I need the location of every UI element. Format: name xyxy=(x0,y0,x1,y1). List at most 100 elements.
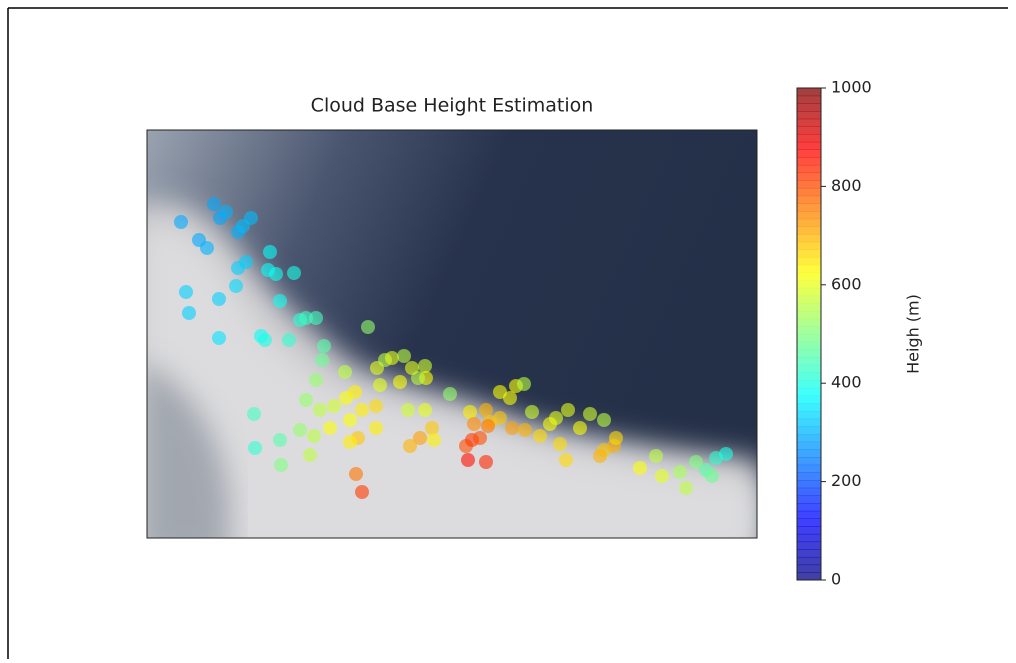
scatter-point xyxy=(315,353,329,367)
scatter-point xyxy=(649,449,663,463)
scatter-point xyxy=(343,435,357,449)
colorbar-segment xyxy=(797,534,821,542)
colorbar-segment xyxy=(797,434,821,442)
scatter-point xyxy=(303,448,317,462)
colorbar-segment xyxy=(797,365,821,373)
scatter-point xyxy=(503,391,517,405)
scatter-point xyxy=(355,403,369,417)
scatter-point xyxy=(597,413,611,427)
scatter-point xyxy=(517,377,531,391)
colorbar-segment xyxy=(797,480,821,488)
colorbar-segment xyxy=(797,572,821,580)
scatter-point xyxy=(463,405,477,419)
colorbar-segment xyxy=(797,519,821,527)
colorbar-segment xyxy=(797,142,821,150)
scatter-point xyxy=(200,241,214,255)
scatter-point xyxy=(282,333,296,347)
scatter-point xyxy=(309,311,323,325)
scatter-point xyxy=(287,266,301,280)
scatter-point xyxy=(418,359,432,373)
chart-title: Cloud Base Height Estimation xyxy=(311,95,594,117)
scatter-point xyxy=(313,403,327,417)
scatter-point xyxy=(248,441,262,455)
colorbar-segment xyxy=(797,396,821,404)
scatter-point xyxy=(343,413,357,427)
colorbar-tick-label: 800 xyxy=(831,176,862,195)
scatter-point xyxy=(593,449,607,463)
scatter-point xyxy=(443,387,457,401)
colorbar-tick-label: 600 xyxy=(831,274,862,293)
scatter-point xyxy=(553,437,567,451)
colorbar-segment xyxy=(797,419,821,427)
scatter-point xyxy=(418,403,432,417)
colorbar-segment xyxy=(797,219,821,227)
scatter-point xyxy=(361,320,375,334)
scatter-point xyxy=(244,211,258,225)
scatter-point xyxy=(219,205,233,219)
scatter-point xyxy=(327,399,341,413)
colorbar-segment xyxy=(797,326,821,334)
scatter-point xyxy=(258,333,272,347)
colorbar-segment xyxy=(797,349,821,357)
scatter-point xyxy=(397,349,411,363)
scatter-point xyxy=(481,419,495,433)
colorbar-segment xyxy=(797,173,821,181)
colorbar-segment xyxy=(797,472,821,480)
colorbar-segment xyxy=(797,165,821,173)
colorbar-segment xyxy=(797,495,821,503)
colorbar-segment xyxy=(797,157,821,165)
scatter-point xyxy=(231,261,245,275)
scatter-point xyxy=(493,411,507,425)
scatter-point xyxy=(583,407,597,421)
colorbar-segment xyxy=(797,549,821,557)
scatter-point xyxy=(533,429,547,443)
scatter-point xyxy=(425,421,439,435)
scatter-point xyxy=(427,433,441,447)
colorbar-segment xyxy=(797,311,821,319)
scatter-point xyxy=(559,453,573,467)
scatter-point xyxy=(393,375,407,389)
scatter-point xyxy=(273,433,287,447)
colorbar-segment xyxy=(797,380,821,388)
scatter-point xyxy=(561,403,575,417)
scatter-point xyxy=(385,351,399,365)
colorbar-segment xyxy=(797,488,821,496)
colorbar-segment xyxy=(797,150,821,158)
colorbar-segment xyxy=(797,526,821,534)
scatter-point xyxy=(479,403,493,417)
colorbar-segment xyxy=(797,426,821,434)
colorbar-segment xyxy=(797,288,821,296)
colorbar-segment xyxy=(797,211,821,219)
colorbar-segment xyxy=(797,465,821,473)
colorbar-segment xyxy=(797,319,821,327)
colorbar-segment xyxy=(797,88,821,96)
colorbar-segment xyxy=(797,388,821,396)
scatter-point xyxy=(212,292,226,306)
chart: Cloud Base Height Estimation Heigh (m) 0… xyxy=(0,0,1016,659)
colorbar-segment xyxy=(797,273,821,281)
colorbar-segment xyxy=(797,357,821,365)
colorbar-tick-label: 200 xyxy=(831,471,862,490)
colorbar-segment xyxy=(797,234,821,242)
colorbar-segment xyxy=(797,96,821,104)
scatter-point xyxy=(633,461,647,475)
colorbar-segment xyxy=(797,511,821,519)
scatter-point xyxy=(269,267,283,281)
colorbar-segment xyxy=(797,449,821,457)
scatter-point xyxy=(274,458,288,472)
colorbar-segment xyxy=(797,203,821,211)
scatter-point xyxy=(473,431,487,445)
colorbar-segment xyxy=(797,503,821,511)
colorbar-segment xyxy=(797,296,821,304)
scatter-point xyxy=(525,405,539,419)
scatter-point xyxy=(673,465,687,479)
colorbar-segment xyxy=(797,403,821,411)
scatter-point xyxy=(655,469,669,483)
colorbar-tick-label: 1000 xyxy=(831,78,872,97)
scatter-point xyxy=(348,385,362,399)
scatter-point xyxy=(505,421,519,435)
colorbar-segment xyxy=(797,180,821,188)
colorbar-segment xyxy=(797,457,821,465)
colorbar-label: Heigh (m) xyxy=(904,294,923,374)
colorbar-segment xyxy=(797,103,821,111)
